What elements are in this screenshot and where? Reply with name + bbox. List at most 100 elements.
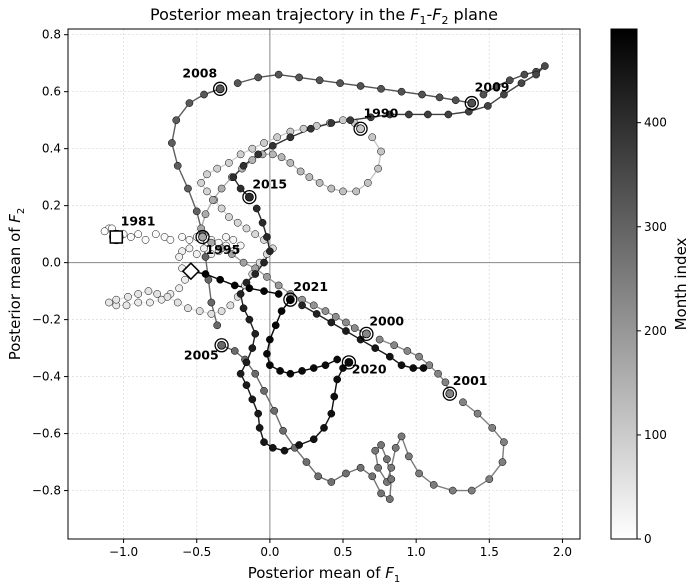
- data-point: [383, 455, 391, 464]
- data-point: [195, 307, 204, 315]
- data-point: [254, 150, 263, 159]
- data-point: [236, 290, 245, 298]
- colorbar-tick-label: 0: [644, 532, 652, 546]
- data-point: [339, 116, 347, 125]
- y-tick-label: −0.8: [32, 484, 61, 498]
- data-point: [258, 218, 267, 227]
- colorbar-tick-label: 100: [644, 428, 667, 442]
- plot-area: [100, 62, 549, 503]
- annotation-point: [445, 389, 455, 399]
- data-point: [276, 367, 284, 375]
- title-suffix: plane: [448, 5, 497, 24]
- title-f2: F: [432, 5, 442, 24]
- data-point: [274, 290, 283, 298]
- data-point: [260, 438, 268, 446]
- data-point: [342, 318, 350, 327]
- data-point: [233, 218, 242, 227]
- data-point: [207, 310, 216, 318]
- data-point: [122, 301, 131, 310]
- y-tick-label: 0.8: [42, 28, 61, 42]
- y-axis-ticks: −0.8 −0.6 −0.4 −0.2 0.0 0.2 0.4 0.6 0.8: [32, 28, 68, 498]
- data-point: [346, 116, 355, 125]
- data-point: [279, 426, 287, 435]
- data-point: [251, 230, 260, 238]
- data-point: [207, 298, 216, 307]
- data-point: [141, 235, 150, 244]
- data-point: [248, 395, 257, 404]
- data-point: [387, 475, 396, 484]
- data-point: [500, 438, 508, 446]
- data-point: [356, 463, 365, 472]
- data-point: [331, 312, 340, 321]
- data-point: [266, 335, 274, 344]
- data-point: [134, 230, 143, 238]
- data-point: [479, 90, 488, 99]
- data-point: [375, 335, 384, 344]
- data-point: [356, 82, 365, 90]
- annotation-point: [285, 295, 295, 305]
- data-point: [236, 150, 245, 159]
- annotation-point: [356, 124, 365, 134]
- annotation-ring: [353, 121, 368, 136]
- title-sep: -: [426, 5, 432, 24]
- data-point: [184, 304, 192, 313]
- data-point: [263, 349, 271, 358]
- data-point: [305, 173, 314, 182]
- data-point: [342, 469, 350, 478]
- data-point: [251, 369, 260, 378]
- title-prefix: Posterior mean trajectory in the: [150, 5, 410, 24]
- data-point: [134, 290, 143, 298]
- data-point: [248, 156, 257, 164]
- data-point: [216, 275, 224, 284]
- data-point: [185, 99, 194, 107]
- data-point: [255, 424, 264, 432]
- data-point: [444, 110, 453, 119]
- data-point: [385, 495, 394, 503]
- annotation-ring: [195, 229, 210, 245]
- data-point: [333, 375, 342, 384]
- x-axis-label: Posterior mean of F1: [248, 564, 401, 585]
- data-point: [342, 327, 350, 335]
- data-point: [233, 79, 242, 87]
- data-point: [217, 244, 226, 253]
- colorbar-tick-label: 300: [644, 220, 667, 234]
- annotation-ring: [212, 81, 228, 96]
- data-point: [374, 164, 382, 173]
- data-point: [277, 153, 286, 162]
- data-point: [217, 184, 226, 193]
- colorbar: [610, 28, 638, 540]
- data-point: [286, 133, 295, 142]
- annotation-ring: [341, 355, 357, 370]
- data-point: [321, 307, 330, 315]
- data-point: [377, 84, 385, 93]
- annotation-label: 1995: [206, 242, 241, 257]
- data-point: [242, 381, 251, 389]
- data-point: [248, 344, 257, 352]
- data-point: [105, 298, 113, 307]
- data-point: [385, 110, 394, 119]
- annotation-label: 2015: [252, 177, 287, 192]
- data-point: [207, 238, 216, 247]
- data-point: [146, 298, 154, 307]
- data-point: [371, 446, 380, 455]
- annotation-label: 2001: [453, 373, 488, 388]
- colorbar-ticks: 0 100 200 300 400: [637, 116, 667, 546]
- data-point: [197, 179, 205, 187]
- y-axis-label-var: F: [6, 214, 24, 223]
- data-point: [192, 250, 201, 258]
- data-point: [492, 82, 501, 90]
- data-point: [409, 364, 418, 372]
- data-point: [168, 139, 176, 147]
- data-point: [236, 369, 245, 378]
- data-point: [277, 307, 286, 315]
- data-point: [418, 90, 426, 99]
- annotation-point: [198, 232, 207, 242]
- data-point: [245, 315, 254, 324]
- data-point: [505, 76, 514, 85]
- end-diamond-marker: [181, 262, 200, 281]
- title-f1-sub: 1: [419, 14, 426, 27]
- data-point: [163, 292, 172, 301]
- data-point: [185, 235, 194, 244]
- data-point: [217, 204, 226, 213]
- data-point: [517, 79, 526, 87]
